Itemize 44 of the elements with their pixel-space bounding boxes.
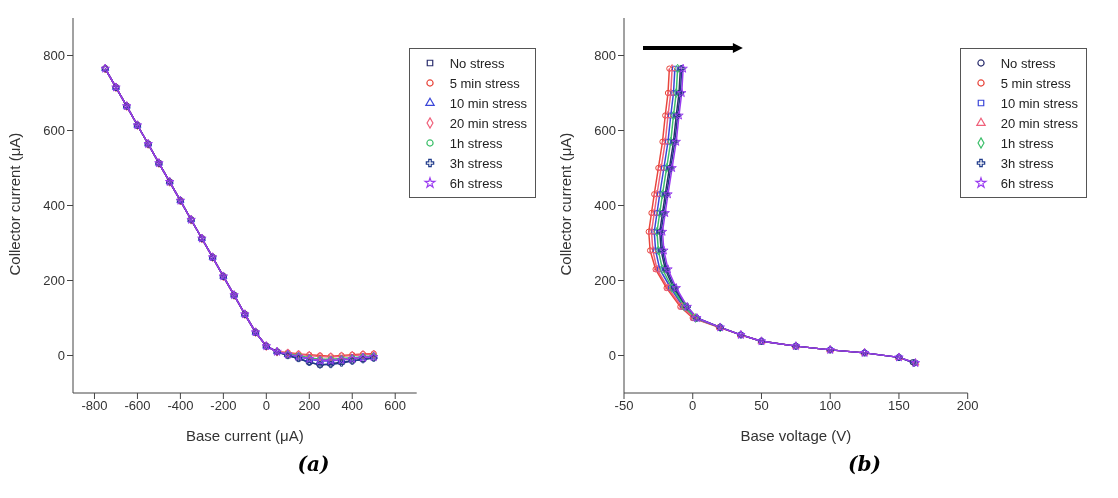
x-tick-label: 200 [956,398,979,414]
y-tick-label: 0 [608,348,616,364]
x-tick-label: -400 [167,398,194,414]
legend-label: 1h stress [1000,135,1054,151]
x-axis-title: Base voltage (V) [740,427,852,444]
text: (a) [296,452,331,476]
text: (b) [847,452,882,476]
x-axis-title: Base current (μA) [185,427,304,444]
legend-label: 5 min stress [449,75,520,91]
y-tick-label: 800 [594,48,616,64]
x-tick-label: 0 [262,398,270,414]
y-tick-label: 600 [43,123,65,139]
y-tick-label: 400 [594,198,616,214]
x-tick-label: -800 [81,398,108,414]
y-tick-label: 800 [43,48,65,64]
x-tick-label: -200 [210,398,237,414]
x-tick-label: 50 [754,398,769,414]
x-tick-label: 400 [341,398,364,414]
y-tick-label: 200 [594,273,616,289]
x-tick-label: -50 [614,398,634,414]
y-tick-label: 0 [57,348,65,364]
x-tick-label: 100 [819,398,842,414]
x-tick-label: -600 [124,398,151,414]
legend-label: 20 min stress [449,115,527,131]
legend-label: 3h stress [1000,155,1054,171]
legend-label: 1h stress [449,135,503,151]
legend-label: 20 min stress [1000,115,1078,131]
legend-label: 6h stress [449,175,503,191]
y-axis-title: Collector current (μA) [6,132,24,276]
x-tick-label: 200 [298,398,321,414]
legend-label: No stress [449,55,505,71]
legend-label: 10 min stress [1000,95,1078,111]
x-tick-label: 600 [384,398,407,414]
legend-label: 5 min stress [1000,75,1071,91]
y-tick-label: 600 [594,123,616,139]
legend-label: No stress [1000,55,1056,71]
x-tick-label: 0 [689,398,697,414]
y-tick-label: 400 [43,198,65,214]
y-tick-label: 200 [43,273,65,289]
legend-label: 6h stress [1000,175,1054,191]
x-tick-label: 150 [888,398,910,414]
legend-label: 3h stress [449,155,503,171]
y-axis-title: Collector current (μA) [557,132,575,276]
legend-label: 10 min stress [449,95,527,111]
